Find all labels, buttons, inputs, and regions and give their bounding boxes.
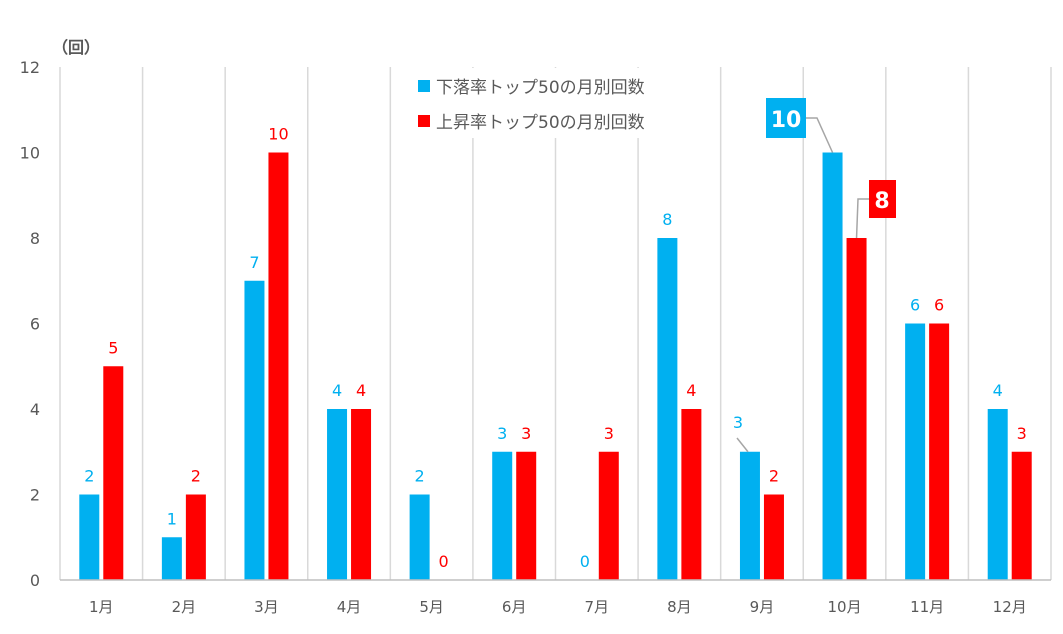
y-tick-label: 10: [20, 144, 40, 163]
data-label: 7: [249, 253, 259, 272]
x-tick-label: 10月: [827, 598, 861, 616]
y-tick-label: 4: [30, 400, 40, 419]
y-tick-label: 2: [30, 486, 40, 505]
bar-rise: [516, 451, 537, 580]
y-tick-label: 12: [20, 58, 40, 77]
data-label: 2: [191, 467, 201, 486]
y-axis-unit-label: （回）: [52, 38, 100, 57]
x-tick-label: 6月: [502, 598, 527, 616]
data-label: 3: [733, 413, 743, 432]
bar-decline: [739, 451, 760, 580]
bar-decline: [244, 280, 265, 580]
data-label: 0: [580, 552, 590, 571]
bar-rise: [351, 409, 372, 580]
data-label: 1: [167, 509, 177, 528]
bar-decline: [657, 238, 678, 580]
leader-line: [806, 117, 834, 153]
bar-decline: [492, 451, 513, 580]
bar-rise: [103, 366, 124, 580]
data-label: 5: [108, 338, 118, 357]
legend-swatch-decline: [418, 80, 430, 92]
data-label-box: [766, 98, 806, 138]
x-tick-label: 12月: [993, 598, 1027, 616]
x-tick-label: 1月: [89, 598, 114, 616]
data-label: 4: [686, 381, 696, 400]
x-tick-label: 5月: [419, 598, 444, 616]
legend-label-rise: 上昇率トップ50の月別回数: [436, 113, 645, 133]
legend-background: [392, 68, 690, 138]
bar-decline: [409, 494, 430, 580]
legend-label-decline: 下落率トップ50の月別回数: [436, 78, 645, 98]
data-label: 8: [874, 189, 889, 214]
bar-rise: [1011, 451, 1032, 580]
data-label: 3: [521, 424, 531, 443]
leader-line: [855, 198, 869, 239]
legend: 下落率トップ50の月別回数 上昇率トップ50の月別回数: [392, 68, 690, 138]
data-label: 8: [662, 210, 672, 229]
bar-decline: [161, 537, 182, 580]
x-tick-label: 11月: [910, 598, 944, 616]
y-tick-label: 8: [30, 229, 40, 248]
data-label: 0: [439, 552, 449, 571]
data-label-box: [869, 180, 896, 218]
bar-decline: [905, 323, 926, 580]
x-tick-label: 4月: [337, 598, 362, 616]
data-label: 10: [268, 125, 288, 144]
data-label: 3: [497, 424, 507, 443]
y-tick-label: 0: [30, 571, 40, 590]
y-tick-label: 6: [30, 315, 40, 334]
data-label: 3: [1017, 424, 1027, 443]
data-label: 4: [356, 381, 366, 400]
data-label: 6: [934, 296, 944, 315]
data-label: 6: [910, 296, 920, 315]
bar-rise: [598, 451, 619, 580]
data-label: 4: [993, 381, 1003, 400]
x-tick-label: 2月: [172, 598, 197, 616]
data-label: 4: [332, 381, 342, 400]
legend-swatch-rise: [418, 115, 430, 127]
x-tick-label: 9月: [750, 598, 775, 616]
bar-rise: [846, 238, 867, 580]
bar-rise: [681, 409, 702, 580]
data-label: 2: [769, 467, 779, 486]
bar-rise: [268, 152, 289, 580]
data-label: 2: [415, 467, 425, 486]
x-tick-label: 3月: [254, 598, 279, 616]
data-label: 2: [84, 467, 94, 486]
bar-rise: [763, 494, 784, 580]
x-tick-label: 8月: [667, 598, 692, 616]
bar-decline: [327, 409, 348, 580]
bar-rise: [929, 323, 950, 580]
x-tick-label: 7月: [585, 598, 610, 616]
bar-decline: [79, 494, 100, 580]
data-label: 10: [771, 108, 802, 133]
bar-rise: [185, 494, 206, 580]
leader-line: [736, 437, 749, 453]
bar-decline: [822, 152, 843, 580]
bar-decline: [987, 409, 1008, 580]
data-label: 3: [604, 424, 614, 443]
